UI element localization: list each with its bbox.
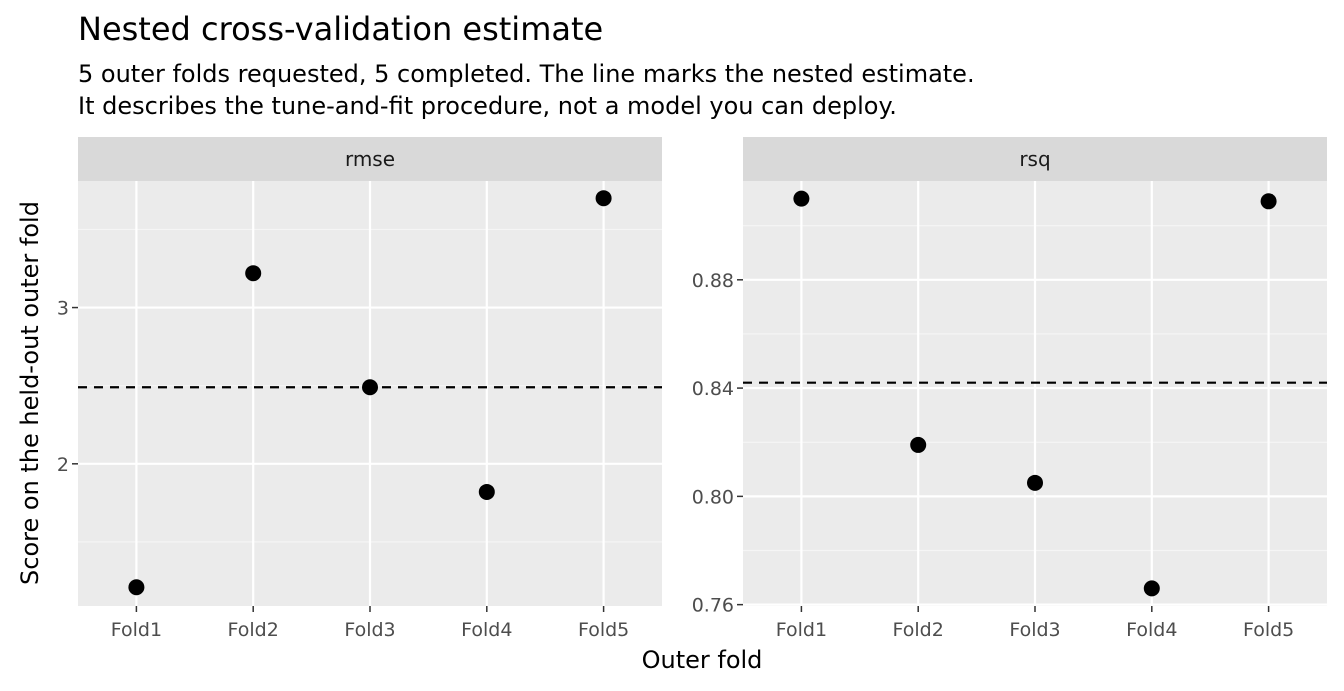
x-axis-title: Outer fold — [642, 646, 763, 674]
chart-title: Nested cross-validation estimate — [78, 10, 603, 48]
data-point-rmse-fold1 — [128, 579, 145, 596]
facet-rmse: rmse 2 3 Fold1 Fold2 Fold3 Fold4 Fold5 — [57, 137, 662, 641]
x-tick-label: Fold1 — [776, 619, 827, 641]
data-point-rmse-fold2 — [245, 265, 262, 282]
y-tick-label: 3 — [57, 298, 69, 320]
facet-panels: rmse 2 3 Fold1 Fold2 Fold3 Fold4 Fold5 rsq 0.76 0.… — [57, 137, 1327, 641]
x-tick-label: Fold1 — [111, 619, 162, 641]
y-tick-label: 2 — [57, 454, 69, 476]
x-tick-label: Fold2 — [228, 619, 279, 641]
x-tick-label: Fold3 — [1009, 619, 1060, 641]
facet-strip — [78, 137, 662, 181]
facet-rsq: rsq 0.76 0.80 0.84 0.88 Fold1 Fold2 Fold3 Fold4 F… — [692, 137, 1327, 641]
facet-strip-label: rmse — [345, 147, 395, 171]
x-tick-label: Fold2 — [893, 619, 944, 641]
x-tick-label: Fold4 — [461, 619, 512, 641]
x-tick-label: Fold5 — [1243, 619, 1294, 641]
data-point-rmse-fold4 — [478, 483, 495, 500]
data-point-rsq-fold4 — [1143, 580, 1160, 597]
y-axis-title: Score on the held-out outer fold — [16, 201, 44, 585]
facet-strip — [743, 137, 1327, 181]
data-point-rsq-fold3 — [1027, 474, 1043, 491]
chart-subtitle-line-2: It describes the tune-and-fit procedure,… — [78, 92, 897, 120]
x-tick-label: Fold5 — [578, 619, 629, 641]
facet-strip-label: rsq — [1019, 147, 1050, 171]
y-tick-label: 0.84 — [692, 378, 734, 400]
data-point-rsq-fold5 — [1260, 193, 1277, 210]
y-tick-label: 0.76 — [692, 595, 734, 617]
chart-subtitle-line-1: 5 outer folds requested, 5 completed. Th… — [78, 60, 975, 88]
x-tick-label: Fold3 — [344, 619, 395, 641]
y-tick-label: 0.80 — [692, 486, 734, 508]
data-point-rsq-fold1 — [793, 190, 810, 207]
data-point-rmse-fold5 — [595, 190, 612, 207]
x-tick-label: Fold4 — [1126, 619, 1177, 641]
data-point-rsq-fold2 — [910, 436, 927, 453]
data-point-rmse-fold3 — [362, 379, 378, 396]
y-tick-label: 0.88 — [692, 270, 734, 292]
